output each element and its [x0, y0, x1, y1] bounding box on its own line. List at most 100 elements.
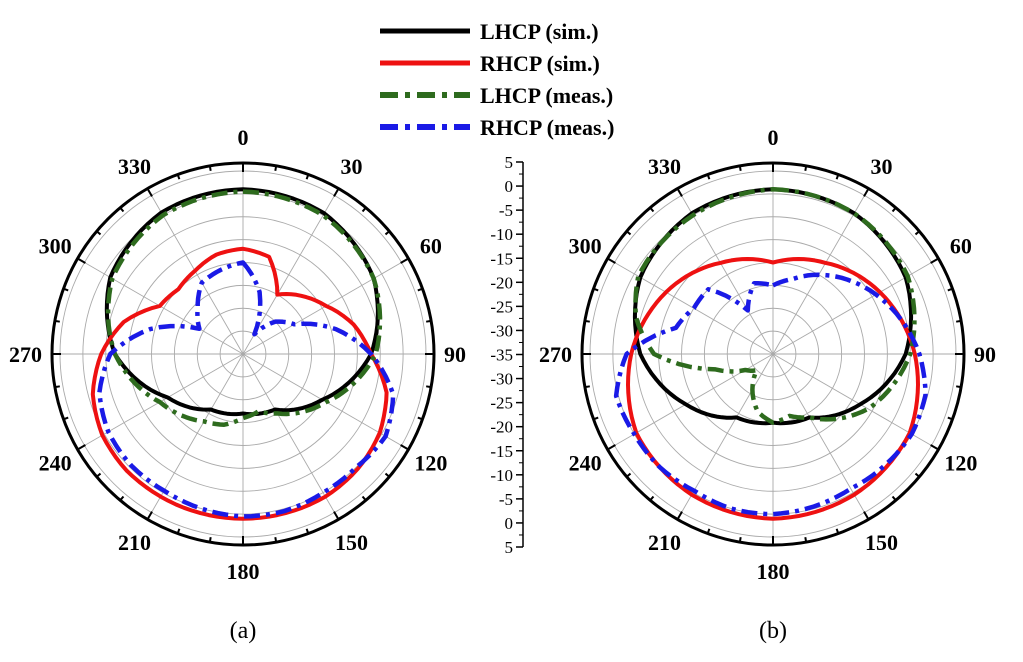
angle-tick — [706, 528, 711, 534]
angle-tick — [863, 511, 870, 520]
angle-tick — [274, 537, 278, 543]
series-rhcp-sim — [626, 257, 920, 521]
angle-label: 150 — [335, 530, 368, 555]
angle-label: 0 — [238, 125, 249, 150]
legend-label: RHCP (meas.) — [480, 115, 614, 140]
angle-label: 270 — [9, 342, 42, 367]
legend-label: LHCP (sim.) — [480, 19, 599, 44]
angle-label: 240 — [569, 451, 602, 476]
angle-tick — [804, 537, 808, 543]
angle-tick — [607, 257, 616, 264]
angle-tick — [930, 257, 939, 264]
angle-tick — [63, 416, 69, 421]
angle-tick — [417, 287, 423, 292]
grid-spoke — [681, 195, 774, 355]
angle-tick — [119, 207, 125, 213]
angle-tick — [208, 537, 212, 543]
angle-label: 180 — [227, 559, 260, 584]
series-lhcp-meas — [633, 187, 917, 425]
angle-tick — [584, 385, 590, 389]
angle-tick — [706, 174, 711, 180]
angle-tick — [176, 528, 181, 534]
series-lhcp-sim — [104, 187, 380, 417]
angle-label: 60 — [950, 234, 972, 259]
angle-tick — [146, 188, 153, 197]
subplot-caption: (a) — [230, 618, 257, 644]
angle-tick — [738, 537, 742, 543]
polar-chart-a: 0 30 60 90 120 150 180 210 240 270 300 330 (a) — [9, 125, 466, 644]
scale-label: 0 — [505, 177, 514, 196]
polar-grid — [589, 170, 957, 538]
angle-tick — [930, 444, 939, 451]
angle-tick — [417, 416, 423, 421]
scale-label: 5 — [505, 153, 514, 172]
angle-tick — [146, 511, 153, 520]
grid-spoke — [681, 353, 774, 513]
angle-tick — [956, 385, 962, 389]
angle-tick — [400, 444, 409, 451]
angle-label: 30 — [871, 154, 893, 179]
scale-label: -5 — [499, 201, 513, 220]
angle-tick — [593, 416, 599, 421]
angle-tick — [804, 165, 808, 171]
angle-label: 330 — [118, 154, 151, 179]
angle-tick — [835, 174, 840, 180]
series-lhcp-meas — [105, 189, 383, 427]
scale-label: -25 — [490, 297, 513, 316]
scale-label: -10 — [490, 225, 513, 244]
angle-tick — [426, 385, 432, 389]
angle-tick — [947, 416, 953, 421]
angle-tick — [426, 319, 432, 323]
angle-label: 150 — [865, 530, 898, 555]
grid-spoke — [772, 353, 865, 513]
angle-tick — [63, 287, 69, 292]
scale-label: -15 — [490, 249, 513, 268]
angle-label: 0 — [768, 125, 779, 150]
series-rhcp-sim — [90, 246, 389, 521]
angle-tick — [738, 165, 742, 171]
legend: LHCP (sim.) RHCP (sim.) LHCP (meas.) RHCP (… — [380, 19, 614, 140]
series-rhcp-meas — [97, 260, 396, 519]
angle-tick — [626, 230, 632, 236]
grid-spoke — [772, 353, 932, 446]
angle-tick — [947, 287, 953, 292]
angle-tick — [119, 495, 125, 501]
angle-tick — [54, 319, 60, 323]
angle-label: 210 — [118, 530, 151, 555]
angle-tick — [208, 165, 212, 171]
grid-spoke — [84, 353, 244, 446]
series-rhcp-meas — [613, 272, 928, 517]
angle-label: 210 — [648, 530, 681, 555]
angle-tick — [274, 165, 278, 171]
angle-tick — [863, 188, 870, 197]
angle-tick — [305, 528, 310, 534]
angle-tick — [333, 511, 340, 520]
angle-tick — [956, 319, 962, 323]
angle-tick — [676, 511, 683, 520]
scale-label: 5 — [505, 538, 514, 557]
angle-tick — [96, 472, 102, 478]
grid-spoke — [151, 353, 244, 513]
scale-label: -35 — [490, 346, 513, 365]
angle-tick — [384, 230, 390, 236]
angle-label: 120 — [414, 451, 447, 476]
angle-tick — [361, 207, 367, 213]
angle-label: 90 — [974, 342, 996, 367]
angle-tick — [607, 444, 616, 451]
angle-tick — [835, 528, 840, 534]
angle-tick — [96, 230, 102, 236]
angle-tick — [361, 495, 367, 501]
angle-tick — [176, 174, 181, 180]
angle-label: 120 — [944, 451, 977, 476]
angle-label: 300 — [39, 234, 72, 259]
scale-label: -20 — [490, 418, 513, 437]
angle-label: 240 — [39, 451, 72, 476]
angle-tick — [384, 472, 390, 478]
legend-label: RHCP (sim.) — [480, 51, 600, 76]
angle-label: 30 — [341, 154, 363, 179]
angle-tick — [891, 207, 897, 213]
scale-label: -30 — [490, 321, 513, 340]
angle-tick — [333, 188, 340, 197]
scale-label: -25 — [490, 394, 513, 413]
grid-spoke — [151, 195, 244, 355]
